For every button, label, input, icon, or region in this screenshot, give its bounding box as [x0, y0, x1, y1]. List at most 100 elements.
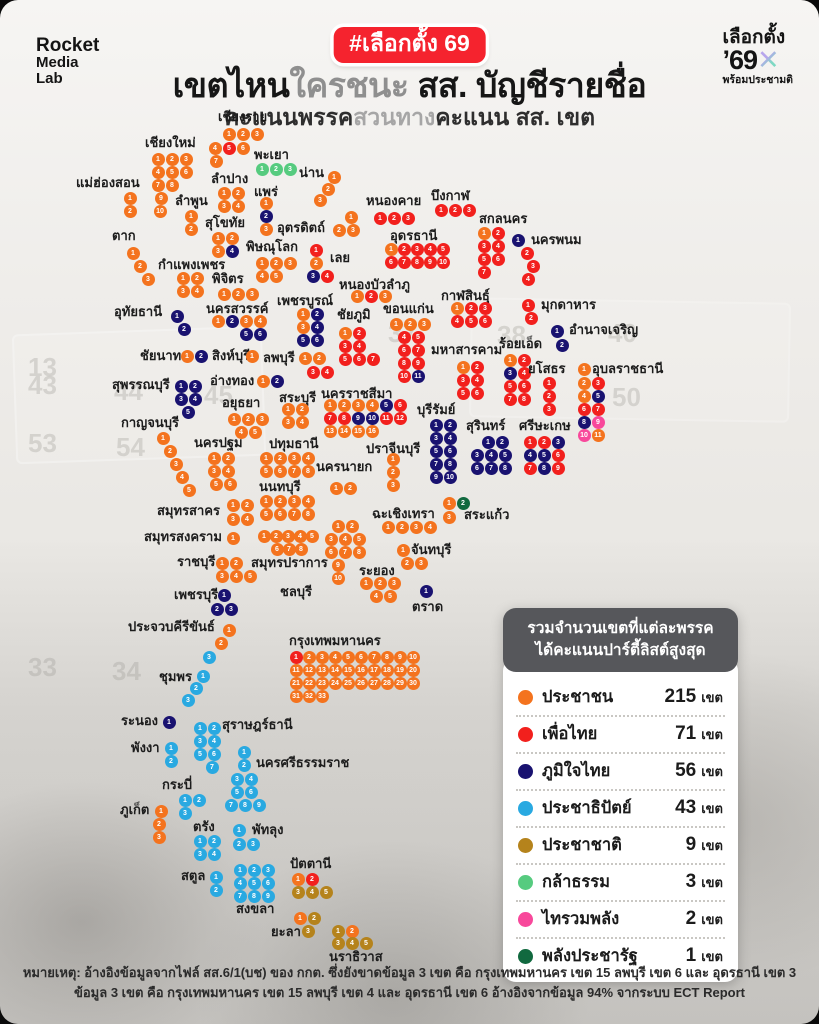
district-circle: 4	[301, 451, 315, 465]
province-label: อุดรธานี	[390, 228, 438, 243]
district-circle: 1	[237, 745, 251, 759]
province-label: ราชบุรี	[177, 554, 216, 569]
district-circle: 8	[337, 411, 351, 425]
district-circle: 2	[343, 481, 357, 495]
district-circle: 1	[373, 211, 387, 225]
district-circle: 2	[165, 152, 179, 166]
party-name: เพื่อไทย	[542, 725, 598, 744]
district-circle: 7	[282, 542, 296, 556]
district-circle: 2	[542, 389, 556, 403]
province-label: นครสวรรค์	[206, 301, 269, 316]
province-label: อุทัยธานี	[114, 304, 163, 319]
district-circle: 4	[484, 448, 498, 462]
province-label: ระยอง	[359, 563, 395, 578]
district-circle: 9	[591, 415, 605, 429]
district-circle: 8	[577, 415, 591, 429]
district-circle: 1	[215, 556, 229, 570]
district-circle: 5	[338, 352, 352, 366]
district-circle: 3	[283, 256, 297, 270]
province-label: กระบี่	[162, 777, 193, 792]
district-circle: 5	[259, 464, 273, 478]
district-circle: 7	[209, 154, 223, 168]
district-unit-label: เขต	[701, 726, 723, 742]
district-circle: 3	[193, 734, 207, 748]
footnote-line2: ข้อมูล 3 เขต คือ กรุงเทพมหานคร เขต 15 ลพ…	[73, 985, 746, 1001]
district-circle: 26	[354, 676, 368, 690]
district-circle: 3	[255, 412, 269, 426]
district-circle: 20	[406, 663, 420, 677]
district-circle: 7	[233, 889, 247, 903]
district-circle: 25	[341, 676, 355, 690]
district-circle: 6	[352, 352, 366, 366]
footnote: หมายเหตุ: อ้างอิงข้อมูลจากไฟล์ สส.6/1(บช…	[0, 963, 819, 1003]
district-circle: 3	[306, 365, 320, 379]
district-circle: 2	[177, 322, 191, 336]
province-label: อ่างทอง	[210, 373, 255, 388]
district-circle: 2	[236, 127, 250, 141]
district-circle: 1	[381, 520, 395, 534]
district-circle: 19	[393, 663, 407, 677]
district-circle: 10	[153, 204, 167, 218]
district-circle: 1	[329, 481, 343, 495]
district-circle: 2	[464, 301, 478, 315]
party-name: กล้าธรรม	[542, 873, 611, 892]
district-circle: 1	[232, 823, 246, 837]
district-circle: 4	[577, 389, 591, 403]
province-label: สุรินทร์	[466, 418, 506, 433]
district-circle: 23	[315, 676, 329, 690]
province-label: ตราด	[412, 599, 444, 614]
subtitle-part1: คะแนนพรรค	[223, 104, 354, 130]
district-circle: 3	[259, 222, 273, 236]
province-label: แพร่	[254, 184, 278, 199]
district-circle: 4	[253, 314, 267, 328]
district-circle: 1	[296, 307, 310, 321]
party-name: ประชาชน	[542, 688, 614, 707]
party-color-dot	[518, 800, 533, 816]
party-name: พลังประชารัฐ	[542, 947, 638, 966]
district-circle: 2	[207, 834, 221, 848]
province-label: สระบุรี	[279, 390, 317, 405]
district-circle: 5	[248, 425, 262, 439]
party-color-dot	[518, 948, 533, 964]
district-circle: 1	[176, 271, 190, 285]
legend-rows: ประชาชน 215 เขต เพื่อไทย 71 เขต ภูมิใจไทย 56 เขต…	[503, 658, 738, 983]
district-circle: 3	[313, 193, 327, 207]
district-circle: 1	[386, 452, 400, 466]
district-circle: 7	[287, 464, 301, 478]
district-circle: 3	[287, 494, 301, 508]
district-circle: 2	[400, 556, 414, 570]
rocket-media-lab-logo: Rocket Media Lab	[36, 36, 99, 86]
province-label: ร้อยเอ็ด	[499, 336, 543, 351]
district-circle: 4	[470, 373, 484, 387]
district-circle: 7	[411, 343, 425, 357]
district-unit-label: เขต	[701, 763, 723, 779]
district-circle: 18	[380, 663, 394, 677]
province-label: นราธิวาส	[329, 949, 383, 964]
district-circle: 1	[323, 398, 337, 412]
district-circle: 3	[261, 863, 275, 877]
district-circle: 4	[305, 885, 319, 899]
party-color-dot	[518, 763, 533, 779]
district-circle: 1	[291, 872, 305, 886]
district-circle: 1	[180, 349, 194, 363]
district-circle: 10	[443, 470, 457, 484]
district-circle: 5	[537, 448, 551, 462]
subtitle-part2: สวนทาง	[353, 104, 436, 130]
district-circle: 1	[281, 402, 295, 416]
district-circle: 4	[443, 431, 457, 445]
district-circle: 2	[214, 636, 228, 650]
x-mark-icon: ✕	[757, 45, 780, 76]
district-circle: 2	[495, 435, 509, 449]
district-circle: 8	[380, 650, 394, 664]
district-circle: 3	[226, 512, 240, 526]
district-circle: 1	[477, 226, 491, 240]
district-circle: 2	[192, 793, 206, 807]
district-circle: 4	[491, 239, 505, 253]
district-circle: 3	[462, 203, 476, 217]
logo-line1: เลือกตั้ง	[722, 27, 786, 48]
district-circle: 4	[208, 141, 222, 155]
district-circle: 6	[384, 255, 398, 269]
district-circle: 13	[315, 663, 329, 677]
district-circle: 2	[295, 402, 309, 416]
